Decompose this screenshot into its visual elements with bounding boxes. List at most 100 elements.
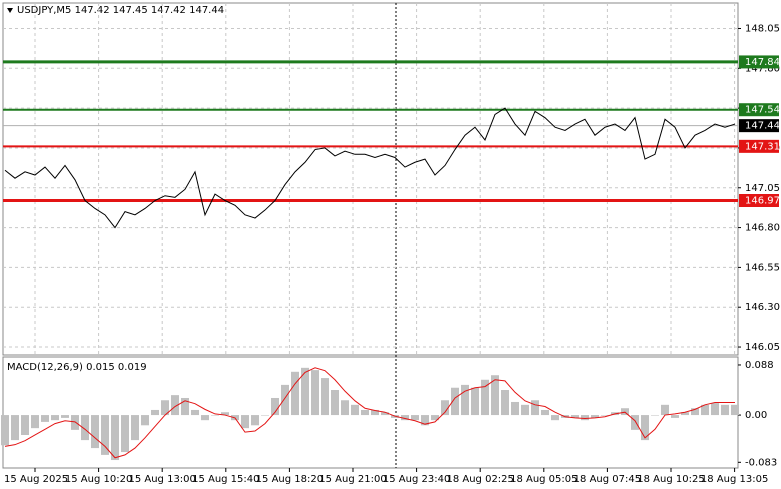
macd-bar xyxy=(421,415,429,426)
macd-bar xyxy=(411,415,419,421)
y-tick-label: 0.088 xyxy=(745,360,774,371)
macd-bar xyxy=(531,400,539,416)
y-tick-label: 146.05 xyxy=(745,342,780,353)
y-tick-label: 147.80 xyxy=(745,63,780,74)
y-tick-label: 146.80 xyxy=(745,223,780,234)
x-tick-label: 15 Aug 21:00 xyxy=(319,474,386,485)
price-line xyxy=(4,107,736,229)
macd-bar xyxy=(721,404,729,416)
macd-bar xyxy=(111,415,119,461)
level-label-box xyxy=(739,139,779,153)
macd-bar xyxy=(271,397,279,416)
macd-bar xyxy=(91,415,99,449)
chart-title: USDJPY,M5 147.42 147.45 147.42 147.44 xyxy=(17,5,224,16)
macd-bar xyxy=(591,415,599,418)
macd-bar xyxy=(521,404,529,416)
level-label-box xyxy=(739,103,779,117)
macd-bar xyxy=(441,400,449,416)
macd-bar xyxy=(21,415,29,435)
current-price-box xyxy=(739,119,779,133)
level-label-box xyxy=(739,55,779,69)
macd-bar xyxy=(81,415,89,441)
macd-bar xyxy=(351,404,359,416)
macd-bar xyxy=(461,384,469,416)
macd-bar xyxy=(451,387,459,416)
macd-bar xyxy=(501,390,509,416)
macd-bar xyxy=(201,415,209,421)
macd-bar xyxy=(1,415,9,446)
macd-bar xyxy=(241,415,249,429)
level-label: 147.31 xyxy=(745,141,780,152)
x-tick-label: 18 Aug 02:25 xyxy=(446,474,513,485)
macd-bar xyxy=(321,378,329,416)
macd-bar xyxy=(641,415,649,441)
macd-bar xyxy=(61,415,69,418)
macd-bar xyxy=(361,409,369,416)
macd-bar xyxy=(731,404,739,416)
macd-bar xyxy=(331,390,339,416)
macd-bar xyxy=(631,415,639,430)
macd-bar xyxy=(101,415,109,455)
x-tick-label: 15 Aug 18:20 xyxy=(256,474,323,485)
menu-triangle xyxy=(7,8,13,13)
macd-bar xyxy=(621,408,629,416)
level-label: 147.84 xyxy=(745,57,780,68)
macd-bar xyxy=(401,415,409,421)
macd-bar xyxy=(491,375,499,416)
macd-bar xyxy=(261,415,269,416)
macd-bar xyxy=(41,415,49,422)
macd-bar xyxy=(181,397,189,416)
level-label-box xyxy=(739,194,779,208)
macd-title: MACD(12,26,9) 0.015 0.019 xyxy=(7,362,147,373)
macd-bar xyxy=(11,415,19,441)
macd-bar xyxy=(651,415,659,416)
x-tick-label: 18 Aug 10:25 xyxy=(637,474,704,485)
x-tick-label: 18 Aug 05:05 xyxy=(510,474,577,485)
macd-bar xyxy=(431,415,439,421)
x-tick-label: 15 Aug 13:00 xyxy=(128,474,195,485)
macd-bar xyxy=(691,408,699,416)
macd-bar xyxy=(601,415,609,416)
macd-bar xyxy=(221,412,229,416)
macd-bar xyxy=(471,387,479,416)
macd-bar xyxy=(661,404,669,416)
x-tick-label: 15 Aug 2025 xyxy=(4,474,68,485)
x-tick-label: 18 Aug 13:05 xyxy=(701,474,768,485)
macd-bar xyxy=(371,409,379,416)
macd-bar xyxy=(481,379,489,416)
y-tick-label: 146.55 xyxy=(745,262,780,273)
macd-bar xyxy=(51,415,59,421)
macd-bar xyxy=(671,415,679,418)
y-tick-label: 148.05 xyxy=(745,23,780,34)
macd-bar xyxy=(151,409,159,416)
macd-bar xyxy=(291,371,299,416)
macd-bar xyxy=(281,384,289,416)
macd-bar xyxy=(541,409,549,416)
signal-line xyxy=(4,367,735,459)
macd-bar xyxy=(171,395,179,416)
macd-bar xyxy=(701,404,709,416)
macd-bar xyxy=(211,415,219,416)
y-tick-label: 146.30 xyxy=(745,302,780,313)
macd-bar xyxy=(581,415,589,421)
macd-bar xyxy=(251,415,259,426)
macd-bar xyxy=(311,370,319,416)
macd-bar xyxy=(681,412,689,416)
macd-bar xyxy=(551,415,559,421)
macd-bar xyxy=(161,400,169,416)
y-tick-label: 0.00 xyxy=(745,410,767,421)
y-tick-label: -0.083 xyxy=(745,457,777,468)
macd-bar xyxy=(511,401,519,416)
price-panel xyxy=(2,2,739,356)
macd-bar xyxy=(711,403,719,416)
macd-bar xyxy=(31,415,39,429)
x-tick-label: 15 Aug 23:40 xyxy=(383,474,450,485)
macd-bar xyxy=(141,415,149,426)
y-tick-label: 147.05 xyxy=(745,183,780,194)
x-tick-label: 15 Aug 10:20 xyxy=(65,474,132,485)
macd-bar xyxy=(191,409,199,416)
x-tick-label: 18 Aug 07:45 xyxy=(574,474,641,485)
macd-bar xyxy=(131,415,139,441)
